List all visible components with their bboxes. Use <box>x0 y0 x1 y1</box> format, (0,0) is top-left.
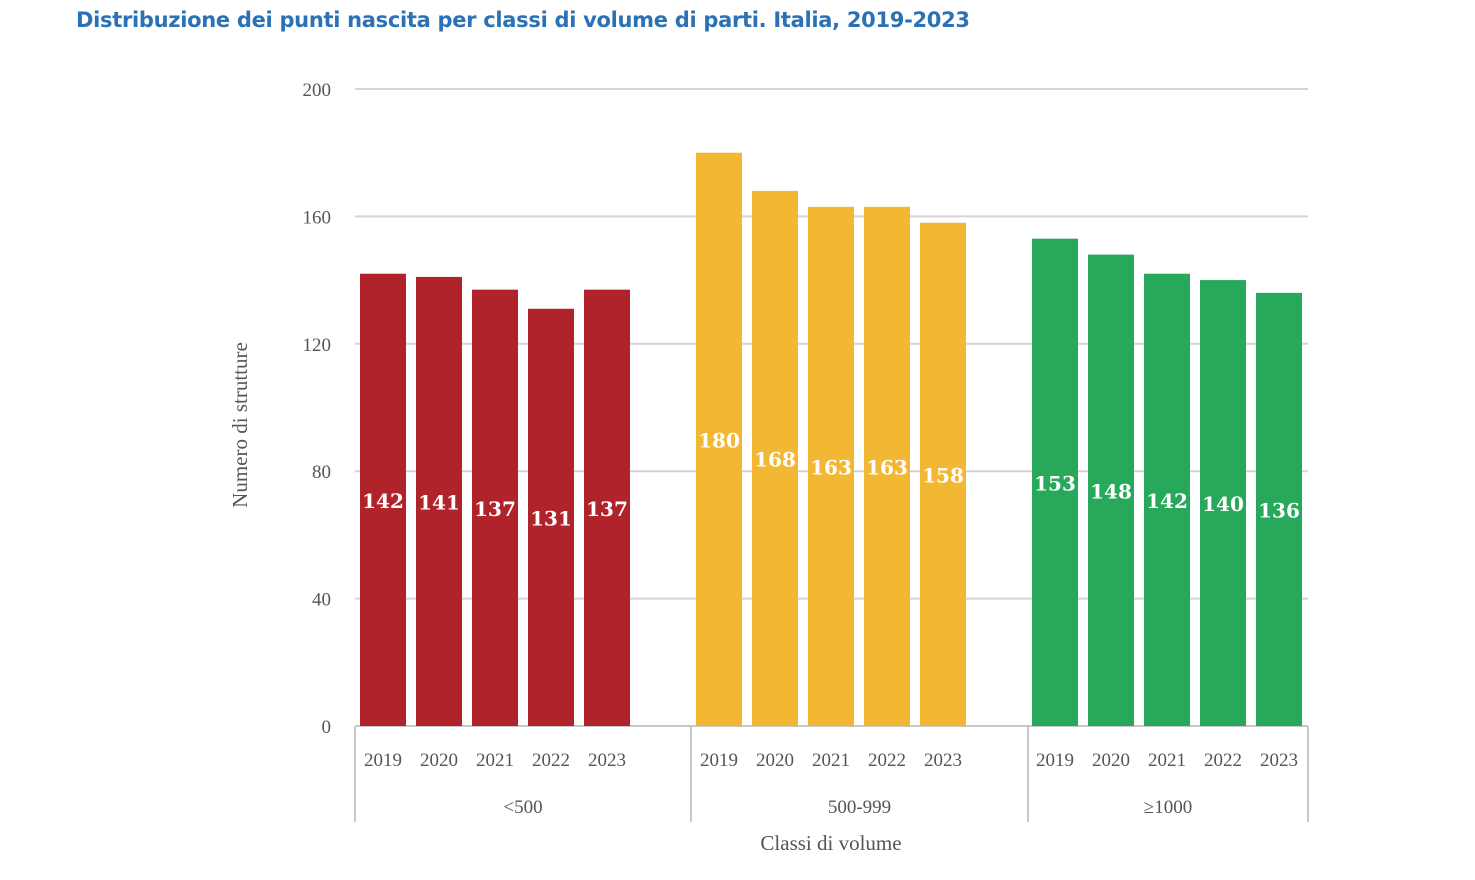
x-tick-label: 2019 <box>700 750 738 771</box>
chart-title: Distribuzione dei punti nascita per clas… <box>76 8 970 32</box>
x-tick-label: 2019 <box>1036 750 1074 771</box>
data-label: 141 <box>418 490 460 514</box>
data-label: 142 <box>362 489 404 513</box>
x-axis-title: Classi di volume <box>760 831 901 855</box>
x-tick-label: 2023 <box>588 750 626 771</box>
group-label: ≥1000 <box>1144 797 1192 818</box>
data-label: 163 <box>866 455 908 479</box>
y-axis-title: Numero di strutture <box>228 342 252 508</box>
y-tick-label: 40 <box>312 590 331 611</box>
data-label: 153 <box>1034 471 1076 495</box>
y-tick-label: 160 <box>303 207 332 228</box>
bar <box>752 190 798 727</box>
data-label: 137 <box>474 497 516 521</box>
x-tick-label: 2021 <box>476 750 514 771</box>
x-tick-label: 2022 <box>1204 750 1242 771</box>
data-label: 137 <box>586 497 628 521</box>
group-label: 500-999 <box>828 797 891 818</box>
bar <box>920 222 966 726</box>
x-tick-label: 2023 <box>1260 750 1298 771</box>
y-tick-label: 80 <box>312 462 331 483</box>
bar <box>584 289 630 726</box>
y-tick-label: 200 <box>303 80 332 101</box>
data-label: 158 <box>922 463 964 487</box>
data-label: 168 <box>754 447 796 471</box>
bar <box>472 289 518 726</box>
data-label: 140 <box>1202 492 1244 516</box>
y-tick-label: 0 <box>322 717 332 738</box>
data-label: 131 <box>530 506 572 530</box>
x-tick-label: 2021 <box>1148 750 1186 771</box>
x-tick-label: 2019 <box>364 750 402 771</box>
data-label: 163 <box>810 455 852 479</box>
x-tick-label: 2021 <box>812 750 850 771</box>
bar <box>808 206 854 727</box>
bar <box>1032 238 1078 726</box>
bar <box>696 152 742 726</box>
x-tick-label: 2020 <box>756 750 794 771</box>
data-label: 148 <box>1090 479 1132 503</box>
bar <box>360 273 406 726</box>
bar <box>416 276 462 726</box>
data-label: 142 <box>1146 489 1188 513</box>
x-tick-label: 2022 <box>532 750 570 771</box>
x-tick-label: 2023 <box>924 750 962 771</box>
bar <box>528 308 574 726</box>
bar <box>864 206 910 727</box>
data-label: 180 <box>698 428 740 452</box>
x-tick-label: 2022 <box>868 750 906 771</box>
x-tick-label: 2020 <box>1092 750 1130 771</box>
group-label: <500 <box>503 797 542 818</box>
data-label: 136 <box>1258 498 1300 522</box>
x-tick-label: 2020 <box>420 750 458 771</box>
bar <box>1200 280 1246 726</box>
bar <box>1144 273 1190 726</box>
bar <box>1088 254 1134 726</box>
y-tick-label: 120 <box>303 335 332 356</box>
bar <box>1256 292 1302 726</box>
